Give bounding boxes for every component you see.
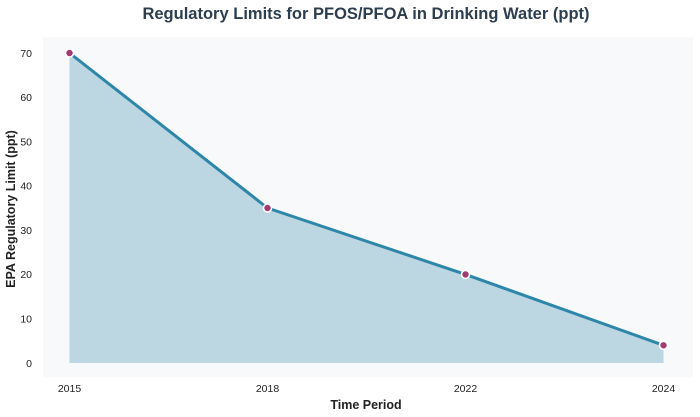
data-point-2024 (658, 340, 669, 351)
plot-area (64, 48, 669, 363)
x-tick-label: 2022 (454, 383, 478, 395)
x-tick-label: 2015 (58, 383, 82, 395)
x-axis-label: Time Period (330, 398, 401, 412)
y-tick-label: 40 (20, 181, 32, 193)
x-tick-label: 2024 (652, 383, 676, 395)
x-axis-ticks: 2015 2018 2022 2024 (58, 383, 676, 395)
y-tick-label: 10 (20, 314, 32, 326)
y-tick-label: 60 (20, 92, 32, 104)
chart-title: Regulatory Limits for PFOS/PFOA in Drink… (142, 5, 589, 23)
y-tick-label: 0 (26, 358, 32, 370)
y-tick-label: 20 (20, 269, 32, 281)
x-tick-label: 2018 (256, 383, 280, 395)
y-axis-ticks: 0 10 20 30 40 50 60 70 (20, 48, 32, 370)
data-point-2015 (64, 48, 75, 58)
data-point-2018 (262, 203, 273, 213)
area-fill (69, 53, 664, 363)
series-line (68, 51, 665, 347)
data-point-2022 (460, 269, 471, 280)
y-tick-label: 70 (20, 48, 32, 60)
y-axis-label: EPA Regulatory Limit (ppt) (4, 130, 18, 288)
y-tick-label: 50 (20, 136, 32, 148)
y-tick-label: 30 (20, 225, 32, 237)
